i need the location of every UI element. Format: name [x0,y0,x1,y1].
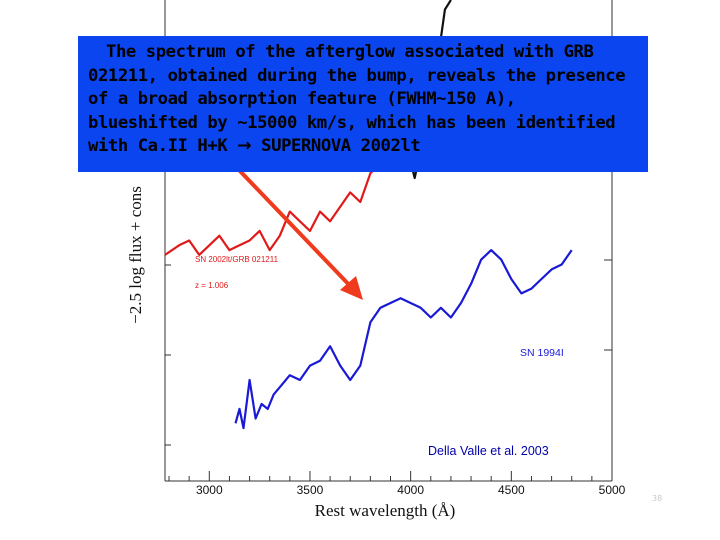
arrow-right-icon: → [237,136,252,156]
credit-text: Della Valle et al. 2003 [428,444,549,458]
x-tick-label: 3000 [196,483,223,497]
caption-line-1: The spectrum of the afterglow associated… [106,42,594,62]
y-axis-label: −2.5 log flux + cons [126,186,145,324]
x-axis-ticks: 3000 3500 4000 4500 5000 [168,471,626,497]
x-tick-label: 3500 [297,483,324,497]
spectrum-series-3 [234,249,573,430]
caption-line-5: with Ca.II H+K → SUPERNOVA 2002lt [88,135,642,159]
x-tick-label: 4000 [397,483,424,497]
red-series-label: SN 2002lt/GRB 021211 [195,255,279,264]
blue-series-label: SN 1994I [520,347,564,359]
x-axis-label: Rest wavelength (Å) [315,501,456,520]
caption-box: The spectrum of the afterglow associated… [78,36,648,172]
x-tick-label: 5000 [599,483,626,497]
caption-line-2: 021211, obtained during the bump, reveal… [88,65,626,86]
caption-line-5-start: with Ca.II H+K [88,136,238,156]
caption-line-5-end: SUPERNOVA 2002lt [251,136,421,156]
caption-line-4: blueshifted by ~15000 km/s, which has be… [88,112,616,133]
red-series-redshift: z = 1.006 [195,281,229,290]
annotation-arrow-head [340,276,363,300]
caption-line-3: of a broad absorption feature (FWHM~150 … [88,89,516,109]
slide-number: 38 [652,494,663,503]
x-tick-label: 4500 [498,483,525,497]
